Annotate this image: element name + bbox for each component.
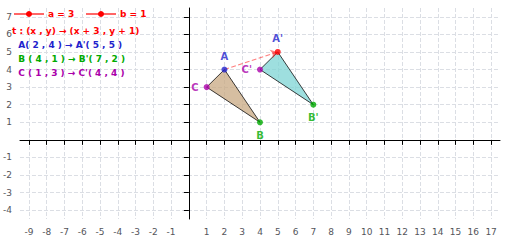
svg-text:6: 6: [6, 29, 12, 40]
svg-text:B: B: [256, 130, 264, 141]
svg-text:-3: -3: [131, 227, 140, 236]
svg-text:13: 13: [414, 227, 425, 236]
svg-text:3: 3: [239, 227, 245, 236]
svg-text:C': C': [242, 64, 252, 75]
svg-text:-7: -7: [60, 227, 69, 236]
svg-text:14: 14: [432, 227, 444, 236]
svg-text:-6: -6: [78, 227, 87, 236]
svg-text:7: 7: [310, 227, 316, 236]
svg-text:B ( 4 , 1 ) → B'( 7 , 2 ): B ( 4 , 1 ) → B'( 7 , 2 ): [12, 54, 125, 64]
svg-text:-4: -4: [3, 205, 12, 215]
svg-text:-2: -2: [149, 227, 158, 236]
svg-text:-3: -3: [3, 188, 12, 198]
svg-text:B': B': [308, 112, 319, 123]
svg-text:-1: -1: [3, 152, 12, 162]
svg-text:5: 5: [275, 227, 281, 236]
svg-text:-4: -4: [113, 227, 122, 236]
svg-text:12: 12: [396, 227, 407, 236]
svg-text:2: 2: [6, 100, 12, 110]
svg-text:A( 2 , 4 ) → A'( 5 , 5 ): A( 2 , 4 ) → A'( 5 , 5 ): [12, 40, 122, 50]
svg-text:8: 8: [328, 227, 334, 236]
svg-text:4: 4: [257, 227, 263, 236]
svg-text:16: 16: [468, 227, 480, 236]
svg-text:-5: -5: [95, 227, 104, 236]
svg-text:6: 6: [293, 227, 299, 236]
svg-text:1: 1: [204, 227, 210, 236]
svg-text:-9: -9: [24, 227, 33, 236]
svg-text:C: C: [191, 82, 198, 93]
svg-text:t : (x , y) → (x + 3 , y + 1): t : (x , y) → (x + 3 , y + 1): [12, 26, 139, 36]
svg-text:15: 15: [450, 227, 461, 236]
svg-text:-8: -8: [42, 227, 51, 236]
svg-text:b = 1: b = 1: [120, 9, 147, 19]
svg-text:a = 3: a = 3: [48, 9, 74, 19]
svg-text:11: 11: [379, 227, 390, 236]
svg-text:C ( 1 , 3 ) → C'( 4 , 4 ): C ( 1 , 3 ) → C'( 4 , 4 ): [12, 68, 125, 78]
svg-text:5: 5: [6, 47, 12, 57]
svg-text:10: 10: [361, 227, 373, 236]
svg-text:-2: -2: [3, 170, 12, 180]
svg-text:2: 2: [222, 227, 228, 236]
svg-text:17: 17: [485, 227, 496, 236]
svg-text:A': A': [272, 33, 283, 44]
svg-text:1: 1: [6, 117, 12, 127]
svg-text:4: 4: [6, 64, 12, 75]
svg-text:-1: -1: [167, 227, 176, 236]
svg-text:9: 9: [346, 227, 352, 236]
svg-text:7: 7: [6, 12, 12, 22]
svg-text:A: A: [221, 51, 229, 62]
svg-text:3: 3: [6, 82, 12, 92]
